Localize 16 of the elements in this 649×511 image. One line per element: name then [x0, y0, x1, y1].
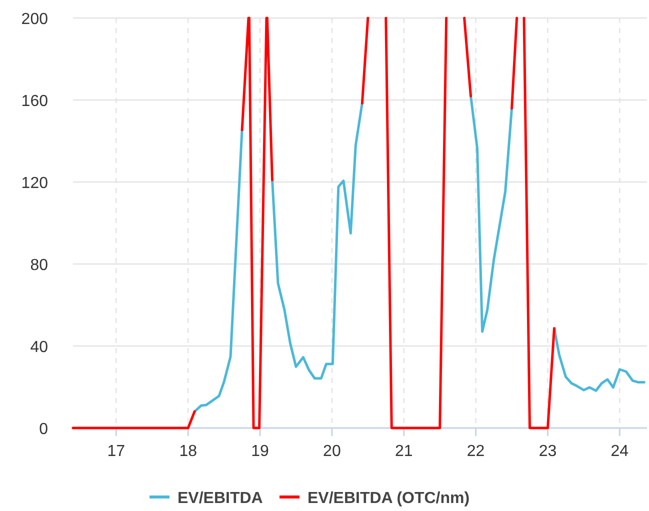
- x-tick-label: 19: [251, 443, 270, 460]
- y-tick-label: 0: [39, 421, 48, 438]
- y-tick-label: 160: [21, 93, 48, 110]
- y-tick-label: 120: [21, 175, 48, 192]
- y-tick-label: 80: [30, 257, 48, 274]
- x-tick-label: 20: [323, 443, 341, 460]
- x-tick-label: 23: [538, 443, 557, 460]
- x-tick-label: 24: [610, 443, 629, 460]
- x-tick-label: 18: [179, 443, 198, 460]
- y-tick-label: 200: [21, 11, 48, 28]
- y-tick-label: 40: [30, 339, 48, 356]
- legend-label: EV/EBITDA (OTC/nm): [308, 490, 470, 507]
- legend-label: EV/EBITDA: [178, 490, 264, 507]
- x-tick-label: 21: [394, 443, 413, 460]
- x-tick-label: 22: [466, 443, 485, 460]
- x-tick-label: 17: [107, 443, 126, 460]
